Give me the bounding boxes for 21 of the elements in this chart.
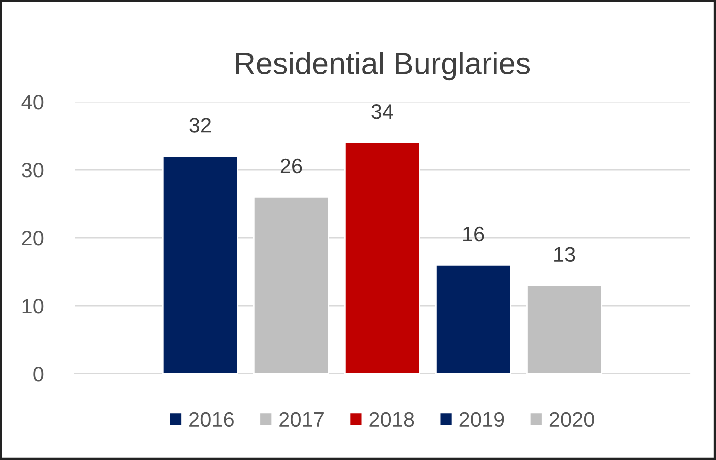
legend-label: 2018 — [370, 412, 414, 428]
data-label: 32 — [190, 118, 211, 133]
data-label: 16 — [464, 226, 484, 242]
y-tick-label: 20 — [22, 231, 44, 246]
legend-label: 2019 — [460, 412, 504, 428]
y-tick-label: 30 — [22, 163, 44, 178]
chart-title: Residential Burglaries — [236, 52, 530, 81]
bar — [436, 264, 512, 374]
legend-label: 2017 — [280, 412, 324, 428]
y-tick-label: 10 — [22, 299, 44, 314]
bar — [526, 284, 603, 374]
data-label: 26 — [280, 158, 302, 174]
data-label: 34 — [372, 104, 394, 120]
y-tick-label: 0 — [34, 367, 44, 382]
bar — [162, 156, 238, 374]
y-tick-label: 40 — [22, 95, 44, 110]
legend-label: 2020 — [550, 412, 594, 428]
data-label: 13 — [554, 247, 576, 262]
bar — [344, 142, 421, 374]
bar — [253, 196, 330, 374]
legend-label: 2016 — [190, 412, 234, 428]
